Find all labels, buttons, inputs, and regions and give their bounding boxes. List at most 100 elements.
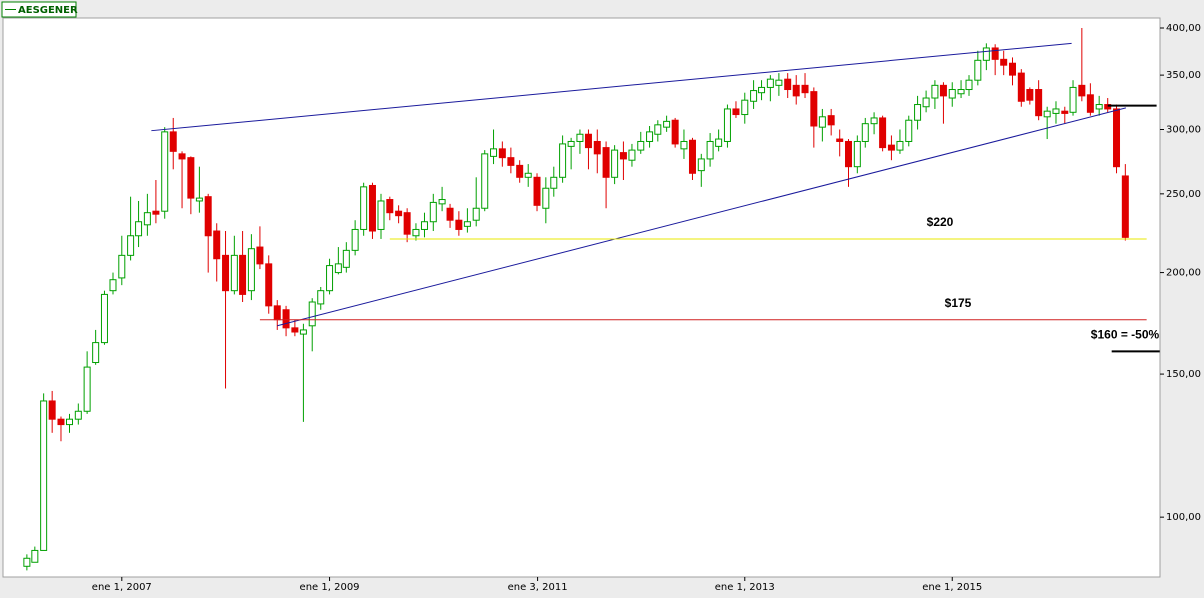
candle-body xyxy=(922,97,930,108)
plot-area xyxy=(2,17,1161,578)
candle-body xyxy=(810,91,818,127)
candle-body xyxy=(914,104,922,121)
candle-body xyxy=(1026,89,1034,101)
candle-body xyxy=(593,140,601,155)
candle-body xyxy=(584,133,592,149)
candle-body xyxy=(256,246,264,265)
candle-body xyxy=(66,418,74,426)
candle-body xyxy=(1008,62,1016,76)
candle-body xyxy=(57,418,65,426)
candle-body xyxy=(420,221,428,230)
candle-body xyxy=(827,115,835,126)
candle-body xyxy=(213,230,221,260)
candle-body xyxy=(169,131,177,152)
candle-body xyxy=(1052,108,1060,114)
candle-body xyxy=(982,47,990,61)
legend xyxy=(1,1,77,18)
candle-body xyxy=(1078,84,1086,97)
candle-body xyxy=(377,200,385,230)
candle-body xyxy=(498,148,506,159)
candle-body xyxy=(386,199,394,214)
y-tick-label: 300,00 xyxy=(1166,125,1201,136)
candle-body xyxy=(619,152,627,160)
candle-body xyxy=(792,84,800,97)
candle-body xyxy=(334,263,342,274)
candle-body xyxy=(887,144,895,151)
candle-body xyxy=(438,199,446,205)
candle-body xyxy=(637,140,645,151)
x-tick-label: ene 3, 2011 xyxy=(508,582,568,593)
candle-body xyxy=(870,117,878,125)
candle-body xyxy=(247,248,255,292)
candle-body xyxy=(663,120,671,128)
y-tick-label: 250,00 xyxy=(1166,189,1201,200)
candle-body xyxy=(775,79,783,86)
candle-body xyxy=(273,305,281,321)
candle-body xyxy=(732,108,740,116)
y-tick-label: 200,00 xyxy=(1166,268,1201,279)
candle-body xyxy=(818,116,826,128)
candle-body xyxy=(299,329,307,335)
candle-body xyxy=(455,219,463,230)
trendline xyxy=(151,42,1072,132)
candle-body xyxy=(628,149,636,161)
candle-body xyxy=(784,78,792,91)
candle-body xyxy=(23,557,31,567)
candle-body xyxy=(472,207,480,221)
candle-body xyxy=(230,254,238,292)
candle-body xyxy=(1043,110,1051,118)
candle-body xyxy=(939,84,947,97)
candle-body xyxy=(905,119,913,142)
candle-body xyxy=(282,309,290,329)
candle-body xyxy=(516,164,524,178)
candle-body xyxy=(265,263,273,307)
candle-body xyxy=(342,249,350,268)
candle-body xyxy=(40,400,48,551)
candle-body xyxy=(429,201,437,223)
level-label: $160 = -50% xyxy=(1091,327,1160,341)
candle-body xyxy=(317,290,325,305)
candle-body xyxy=(965,79,973,91)
candle-body xyxy=(671,119,679,145)
candle-body xyxy=(801,84,809,94)
candle-body xyxy=(1086,94,1094,113)
candle-body xyxy=(31,549,39,563)
candle-body xyxy=(602,147,610,178)
candle-body xyxy=(74,410,82,420)
candle-body xyxy=(879,117,887,149)
candle-body xyxy=(360,186,368,230)
y-tick-label: 150,00 xyxy=(1166,369,1201,380)
candle-body xyxy=(646,131,654,142)
candle-body xyxy=(351,228,359,251)
candle-body xyxy=(680,140,688,150)
candle-body xyxy=(611,149,619,178)
candle-body xyxy=(559,143,567,178)
candle-body xyxy=(83,366,91,412)
candle-body xyxy=(567,140,575,147)
candle-body xyxy=(723,108,731,142)
candle-body xyxy=(1069,86,1077,113)
candle-body xyxy=(550,176,558,189)
candle-body xyxy=(861,123,869,142)
candle-body xyxy=(481,153,489,209)
candle-body xyxy=(533,176,541,206)
candle-body xyxy=(507,157,515,166)
candle-body xyxy=(750,90,758,102)
candle-body xyxy=(92,342,100,364)
y-tick-label: 400,00 xyxy=(1166,23,1201,34)
candle-body xyxy=(48,400,56,420)
candle-body xyxy=(991,47,999,60)
candle-body xyxy=(178,153,186,160)
candle-body xyxy=(1104,104,1112,110)
candle-body xyxy=(697,158,705,172)
candle-body xyxy=(187,157,195,199)
candle-body xyxy=(195,197,203,202)
candle-body xyxy=(1035,89,1043,117)
x-tick-label: ene 1, 2013 xyxy=(715,582,775,593)
candle-body xyxy=(1017,72,1025,102)
candle-body xyxy=(896,140,904,151)
candle-body xyxy=(100,293,108,344)
candle-body xyxy=(161,131,169,212)
